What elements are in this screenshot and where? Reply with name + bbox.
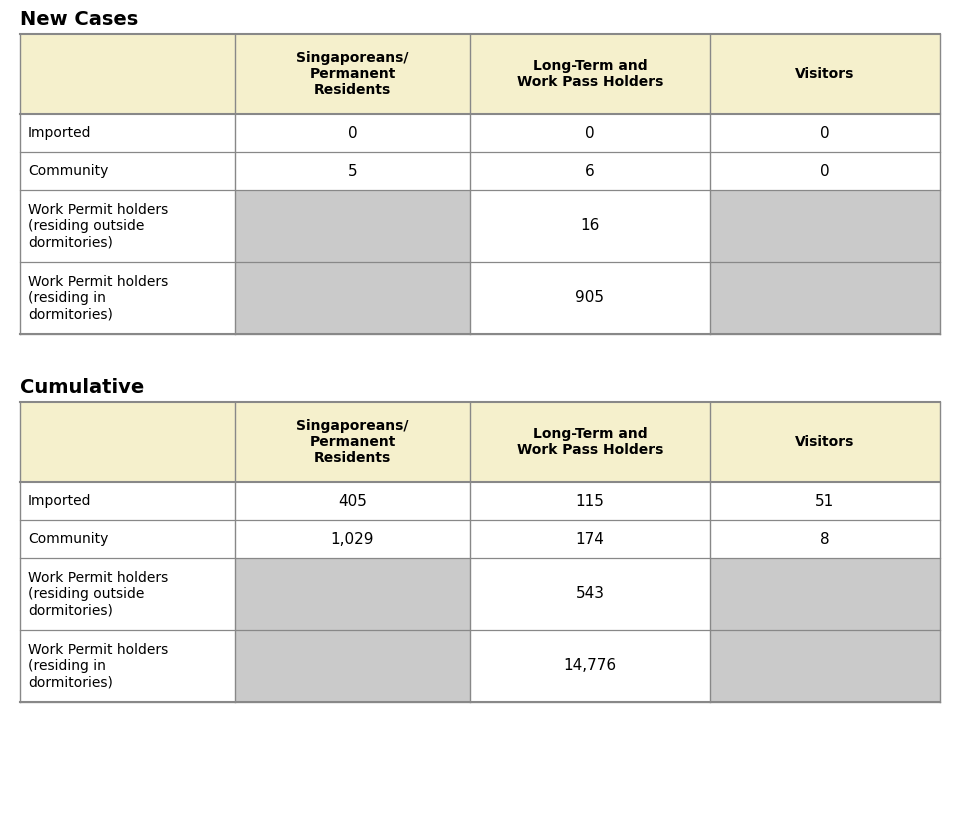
Text: 405: 405 — [338, 494, 367, 509]
Bar — [710, 482, 940, 520]
Bar — [20, 520, 235, 558]
Text: 1,029: 1,029 — [331, 531, 374, 547]
Bar — [470, 630, 710, 702]
Text: 174: 174 — [576, 531, 605, 547]
Text: Work Permit holders
(residing outside
dormitories): Work Permit holders (residing outside do… — [28, 203, 168, 249]
Text: Imported: Imported — [28, 126, 91, 140]
Text: 8: 8 — [820, 531, 829, 547]
Text: 115: 115 — [576, 494, 605, 509]
Text: 0: 0 — [820, 164, 829, 178]
Text: 905: 905 — [575, 290, 605, 306]
Bar — [20, 558, 235, 630]
Text: New Cases: New Cases — [20, 10, 138, 29]
Text: Long-Term and
Work Pass Holders: Long-Term and Work Pass Holders — [516, 427, 663, 457]
Text: Work Permit holders
(residing in
dormitories): Work Permit holders (residing in dormito… — [28, 643, 168, 689]
Text: 0: 0 — [820, 126, 829, 140]
Bar — [235, 262, 470, 334]
Bar — [710, 520, 940, 558]
Bar — [470, 114, 710, 152]
Bar — [710, 152, 940, 190]
Text: Imported: Imported — [28, 494, 91, 508]
Bar — [470, 190, 710, 262]
Text: 0: 0 — [586, 126, 595, 140]
Bar — [235, 114, 470, 152]
Bar — [470, 262, 710, 334]
Text: Long-Term and
Work Pass Holders: Long-Term and Work Pass Holders — [516, 59, 663, 89]
Text: 5: 5 — [348, 164, 357, 178]
Bar — [470, 482, 710, 520]
Text: Work Permit holders
(residing outside
dormitories): Work Permit holders (residing outside do… — [28, 570, 168, 617]
Bar — [470, 558, 710, 630]
Bar — [235, 190, 470, 262]
Bar — [470, 520, 710, 558]
Bar — [710, 262, 940, 334]
Bar — [710, 114, 940, 152]
Bar — [20, 262, 235, 334]
Bar — [20, 402, 940, 482]
Bar — [470, 152, 710, 190]
Text: Cumulative: Cumulative — [20, 378, 144, 397]
Text: 6: 6 — [586, 164, 595, 178]
Bar — [20, 152, 235, 190]
Text: Singaporeans/
Permanent
Residents: Singaporeans/ Permanent Residents — [297, 51, 409, 97]
Bar — [710, 630, 940, 702]
Text: Singaporeans/
Permanent
Residents: Singaporeans/ Permanent Residents — [297, 419, 409, 465]
Bar — [235, 482, 470, 520]
Text: Community: Community — [28, 532, 108, 546]
Text: 0: 0 — [348, 126, 357, 140]
Text: Visitors: Visitors — [795, 67, 854, 81]
Text: 14,776: 14,776 — [564, 659, 616, 673]
Bar — [235, 558, 470, 630]
Text: Work Permit holders
(residing in
dormitories): Work Permit holders (residing in dormito… — [28, 275, 168, 321]
Text: Visitors: Visitors — [795, 435, 854, 449]
Bar — [235, 520, 470, 558]
Bar — [710, 558, 940, 630]
Bar — [20, 630, 235, 702]
Text: 543: 543 — [575, 587, 605, 601]
Bar — [20, 34, 940, 114]
Text: 16: 16 — [580, 218, 600, 234]
Bar — [235, 152, 470, 190]
Bar — [20, 114, 235, 152]
Bar — [20, 482, 235, 520]
Bar — [20, 190, 235, 262]
Text: 51: 51 — [815, 494, 834, 509]
Bar — [710, 190, 940, 262]
Bar — [235, 630, 470, 702]
Text: Community: Community — [28, 164, 108, 178]
